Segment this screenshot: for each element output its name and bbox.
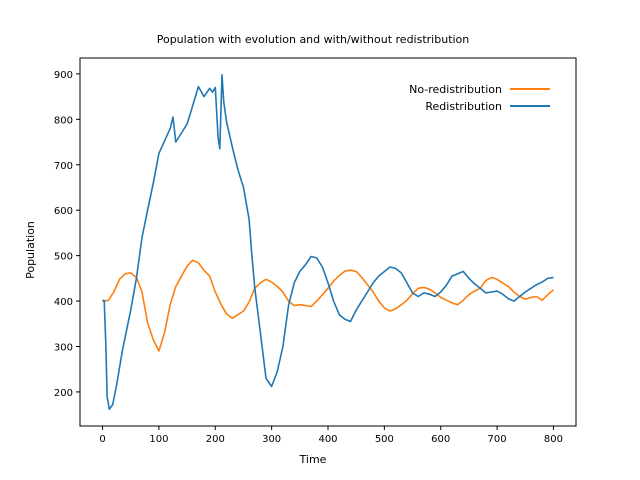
legend: No-redistribution Redistribution <box>409 83 550 113</box>
y-tick-label: 200 <box>54 388 73 399</box>
chart-title: Population with evolution and with/witho… <box>157 33 470 46</box>
legend-label: Redistribution <box>425 100 502 113</box>
series-line-no-redistribution <box>103 260 554 351</box>
y-axis: 200 300 400 500 600 700 800 900 <box>54 70 80 399</box>
series-line-redistribution <box>103 75 554 409</box>
y-tick-label: 700 <box>54 161 73 172</box>
y-tick-label: 800 <box>54 115 73 126</box>
y-axis-label: Population <box>24 221 37 279</box>
x-tick-label: 200 <box>206 434 225 445</box>
plot-lines <box>103 75 554 409</box>
x-tick-label: 600 <box>431 434 450 445</box>
x-tick-label: 800 <box>544 434 563 445</box>
x-tick-label: 700 <box>488 434 507 445</box>
x-axis: 0 100 200 300 400 500 600 700 800 <box>99 426 563 445</box>
legend-label: No-redistribution <box>409 83 502 96</box>
y-tick-label: 400 <box>54 297 73 308</box>
x-tick-label: 400 <box>318 434 337 445</box>
y-tick-label: 600 <box>54 206 73 217</box>
x-tick-label: 100 <box>149 434 168 445</box>
y-tick-label: 300 <box>54 342 73 353</box>
y-tick-label: 900 <box>54 70 73 81</box>
x-tick-label: 300 <box>262 434 281 445</box>
x-axis-label: Time <box>299 453 327 466</box>
x-tick-label: 500 <box>375 434 394 445</box>
x-tick-label: 0 <box>99 434 105 445</box>
y-tick-label: 500 <box>54 252 73 263</box>
plot-frame <box>80 58 576 426</box>
